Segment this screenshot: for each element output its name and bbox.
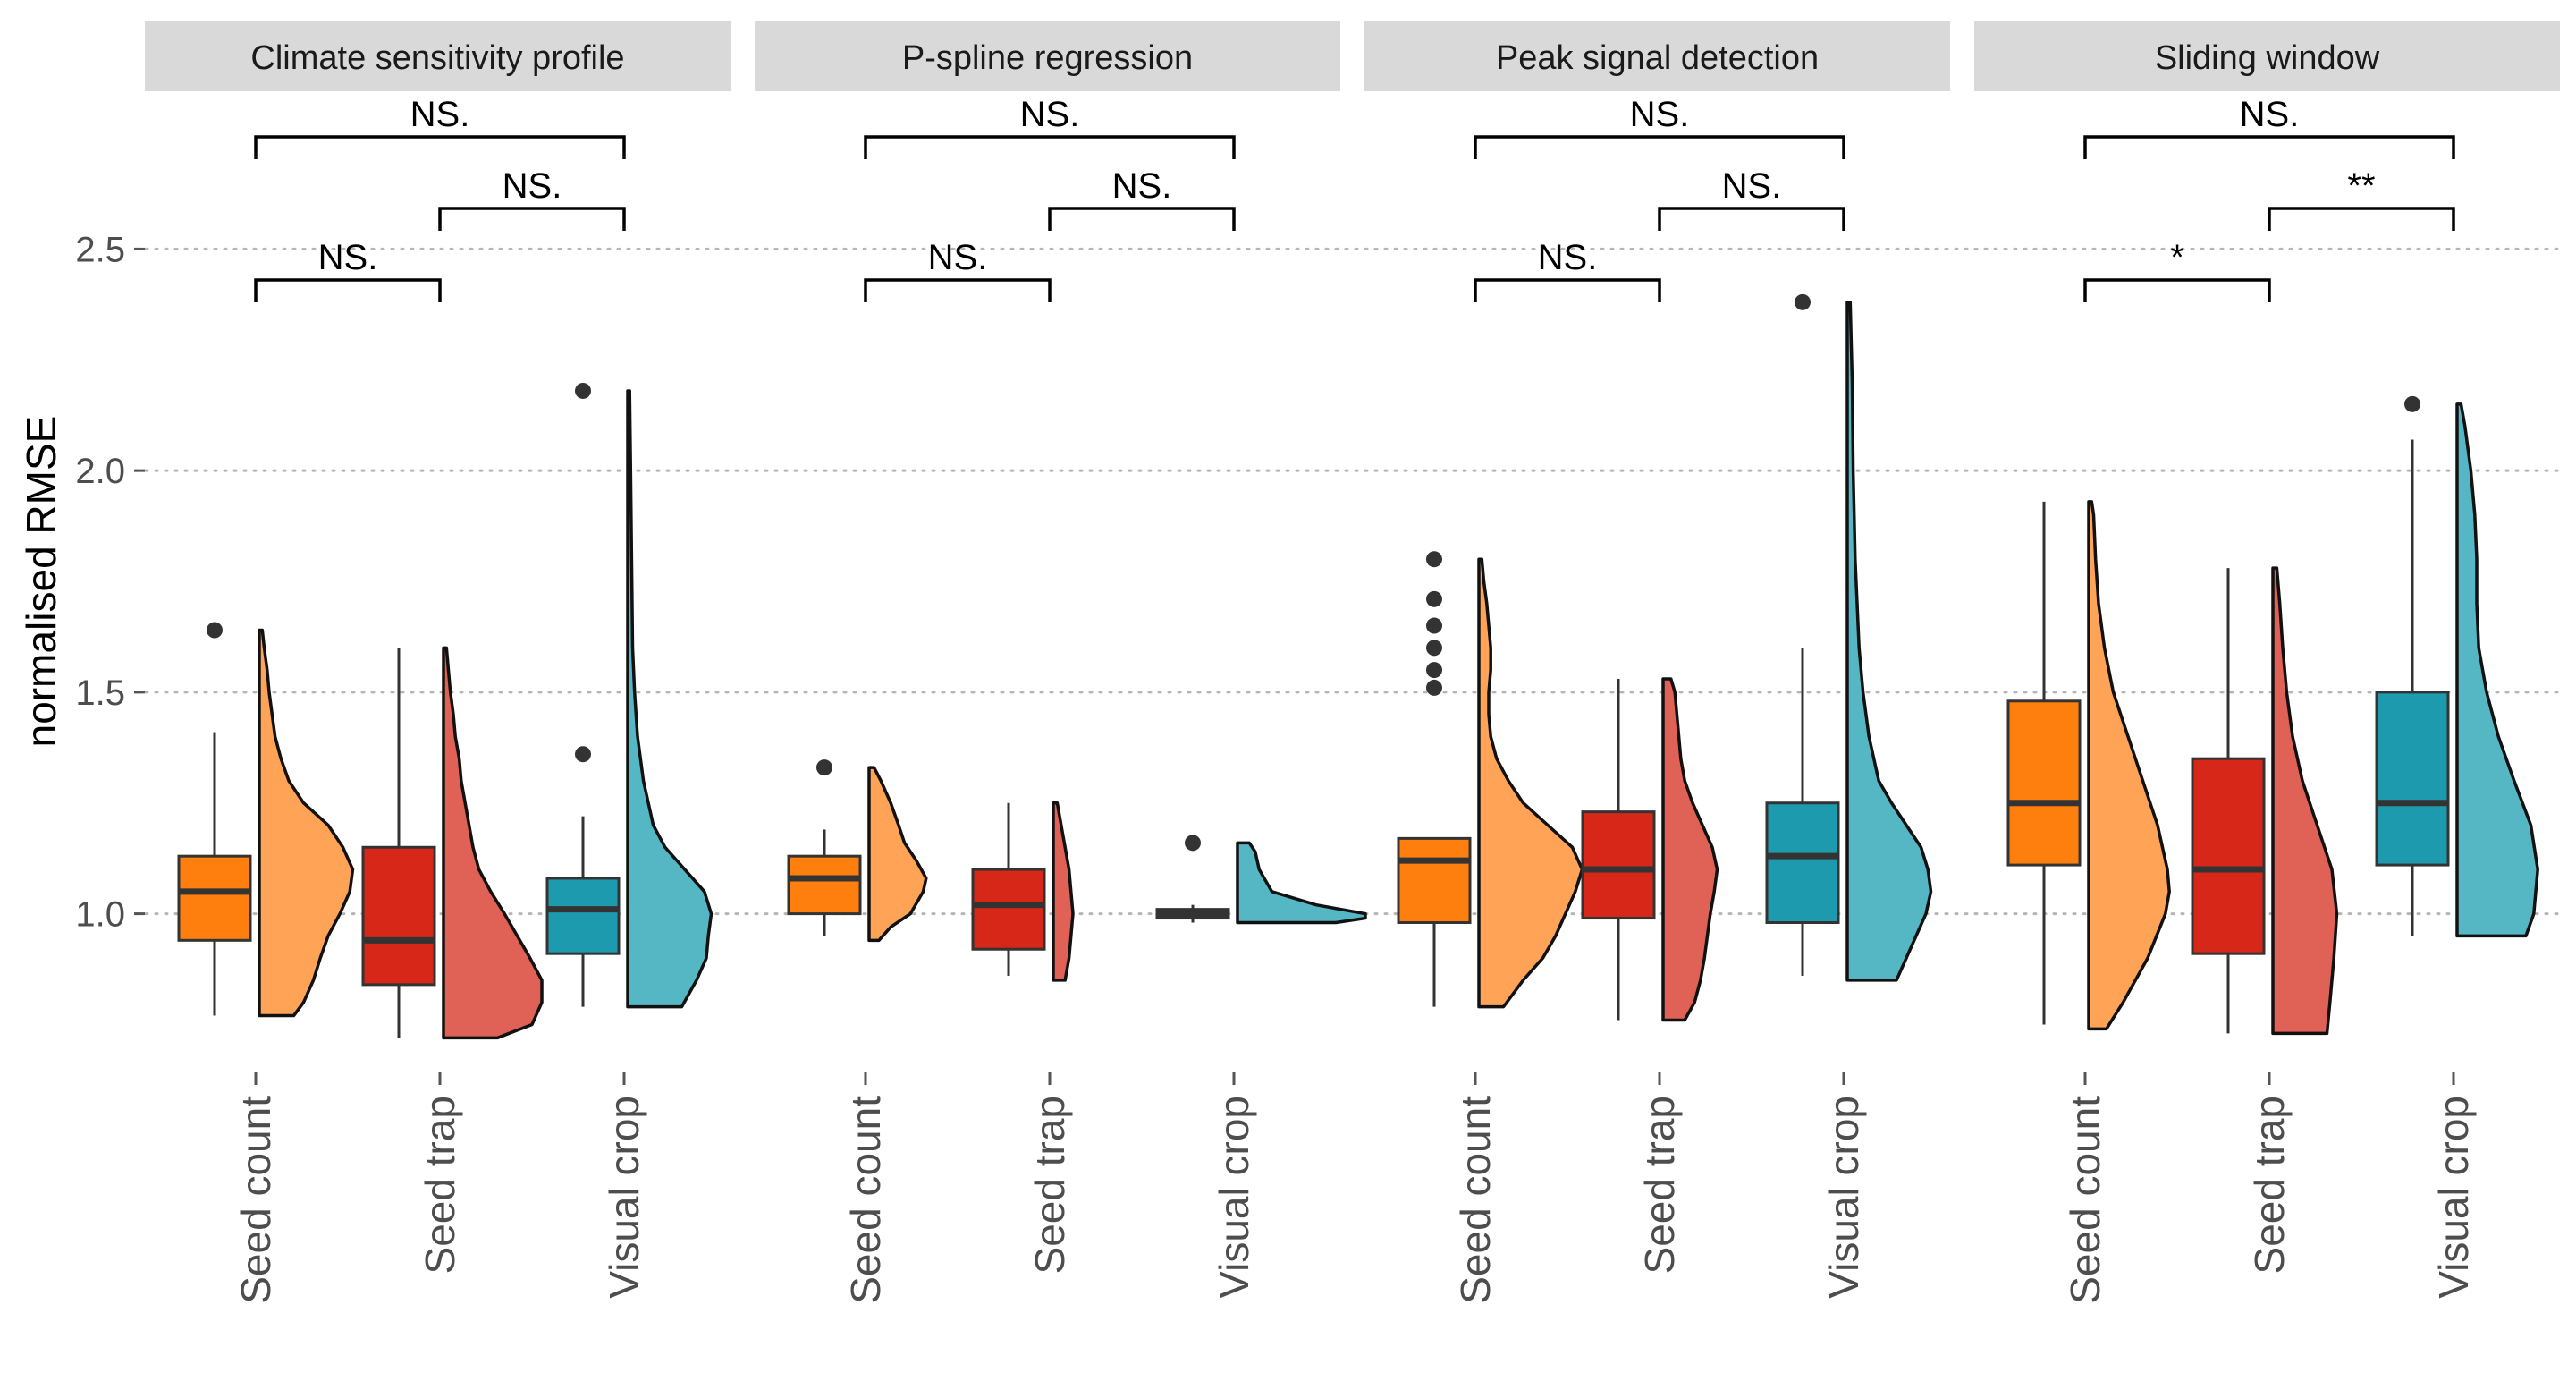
significance-bracket bbox=[1658, 207, 1845, 231]
panel-strip bbox=[1364, 21, 1950, 91]
outlier-point bbox=[207, 622, 223, 639]
significance-label: NS. bbox=[1630, 95, 1690, 134]
violin-seed-trap bbox=[2271, 566, 2339, 1036]
significance-bracket bbox=[438, 207, 626, 231]
panel-strip bbox=[1974, 21, 2560, 91]
x-tick-label: Seed count bbox=[1452, 1096, 1499, 1304]
outlier-point bbox=[1795, 293, 1811, 310]
significance-bracket bbox=[864, 278, 1052, 302]
outlier-point bbox=[2404, 395, 2420, 412]
violin-seed-count bbox=[867, 766, 928, 943]
significance-label: NS. bbox=[2240, 95, 2300, 134]
violin-seed-count bbox=[2087, 500, 2171, 1031]
significance-bracket bbox=[2268, 207, 2455, 231]
violin-seed-trap bbox=[1052, 801, 1075, 982]
violin-seed-count bbox=[258, 628, 355, 1018]
box-seed-count bbox=[177, 854, 252, 942]
outlier-point bbox=[1426, 590, 1442, 607]
significance-label: NS. bbox=[318, 238, 378, 277]
significance-bracket bbox=[1474, 135, 1845, 159]
y-tick-label: 1.5 bbox=[75, 674, 125, 713]
x-tick-label: Seed count bbox=[842, 1096, 889, 1304]
box-seed-trap bbox=[361, 845, 436, 987]
panel-title: P-spline regression bbox=[902, 39, 1193, 77]
x-tick-label: Visual crop bbox=[1820, 1096, 1867, 1299]
significance-bracket bbox=[254, 278, 442, 302]
significance-bracket bbox=[2083, 278, 2271, 302]
box-visual-crop bbox=[1765, 801, 1840, 925]
violin-seed-trap bbox=[442, 646, 544, 1040]
significance-label: NS. bbox=[410, 95, 470, 134]
significance-label: ** bbox=[2347, 166, 2375, 206]
x-tick-label: Seed trap bbox=[1636, 1096, 1683, 1274]
significance-bracket bbox=[1048, 207, 1236, 231]
violin-visual-crop bbox=[1845, 301, 1933, 982]
significance-label: NS. bbox=[1112, 166, 1172, 206]
box-seed-trap bbox=[971, 868, 1046, 951]
outlier-point bbox=[575, 382, 591, 399]
panel-title: Peak signal detection bbox=[1496, 39, 1819, 77]
box-visual-crop bbox=[545, 877, 621, 955]
outlier-point bbox=[575, 746, 591, 763]
x-tick-label: Seed count bbox=[232, 1096, 279, 1304]
significance-label: NS. bbox=[1020, 95, 1080, 134]
box-seed-trap bbox=[1581, 810, 1656, 920]
violin-visual-crop bbox=[1236, 841, 1367, 925]
panel-strip bbox=[755, 21, 1340, 91]
outlier-point bbox=[1185, 835, 1201, 852]
panel-title: Climate sensitivity profile bbox=[250, 39, 624, 77]
significance-label: NS. bbox=[1538, 238, 1598, 277]
x-tick-label: Visual crop bbox=[601, 1096, 647, 1299]
violin-seed-trap bbox=[1661, 677, 1719, 1022]
box-seed-count bbox=[2006, 699, 2082, 867]
significance-label: * bbox=[2170, 238, 2184, 277]
box-visual-crop bbox=[2375, 691, 2450, 867]
x-tick-label: Seed trap bbox=[417, 1096, 463, 1274]
significance-label: NS. bbox=[1722, 166, 1782, 206]
significance-label: NS. bbox=[928, 238, 988, 277]
x-tick-label: Seed count bbox=[2062, 1096, 2108, 1304]
significance-bracket bbox=[2083, 135, 2455, 159]
outlier-point bbox=[1426, 662, 1442, 679]
box-seed-count bbox=[787, 854, 862, 916]
violin-visual-crop bbox=[2455, 402, 2539, 938]
significance-bracket bbox=[1474, 278, 1661, 302]
panel-strip bbox=[145, 21, 731, 91]
y-tick-label: 2.0 bbox=[75, 452, 125, 491]
outlier-point bbox=[1426, 617, 1442, 634]
significance-bracket bbox=[864, 135, 1236, 159]
outlier-point bbox=[1426, 679, 1442, 696]
violin-seed-count bbox=[1477, 557, 1584, 1009]
outlier-point bbox=[1426, 551, 1442, 568]
x-tick-label: Seed trap bbox=[2246, 1096, 2293, 1274]
x-tick-label: Seed trap bbox=[1026, 1096, 1073, 1274]
significance-bracket bbox=[254, 135, 626, 159]
y-axis-label: normalised RMSE bbox=[18, 416, 64, 748]
y-tick-label: 2.5 bbox=[75, 230, 125, 269]
significance-label: NS. bbox=[503, 166, 562, 206]
outlier-point bbox=[1426, 640, 1442, 657]
box-seed-trap bbox=[2191, 757, 2266, 955]
outlier-point bbox=[816, 759, 832, 776]
x-tick-label: Visual crop bbox=[2430, 1096, 2477, 1299]
y-tick-label: 1.0 bbox=[75, 895, 125, 935]
x-tick-label: Visual crop bbox=[1211, 1096, 1257, 1299]
box-seed-count bbox=[1397, 836, 1472, 925]
violin-visual-crop bbox=[626, 389, 714, 1009]
panel-title: Sliding window bbox=[2155, 39, 2380, 77]
